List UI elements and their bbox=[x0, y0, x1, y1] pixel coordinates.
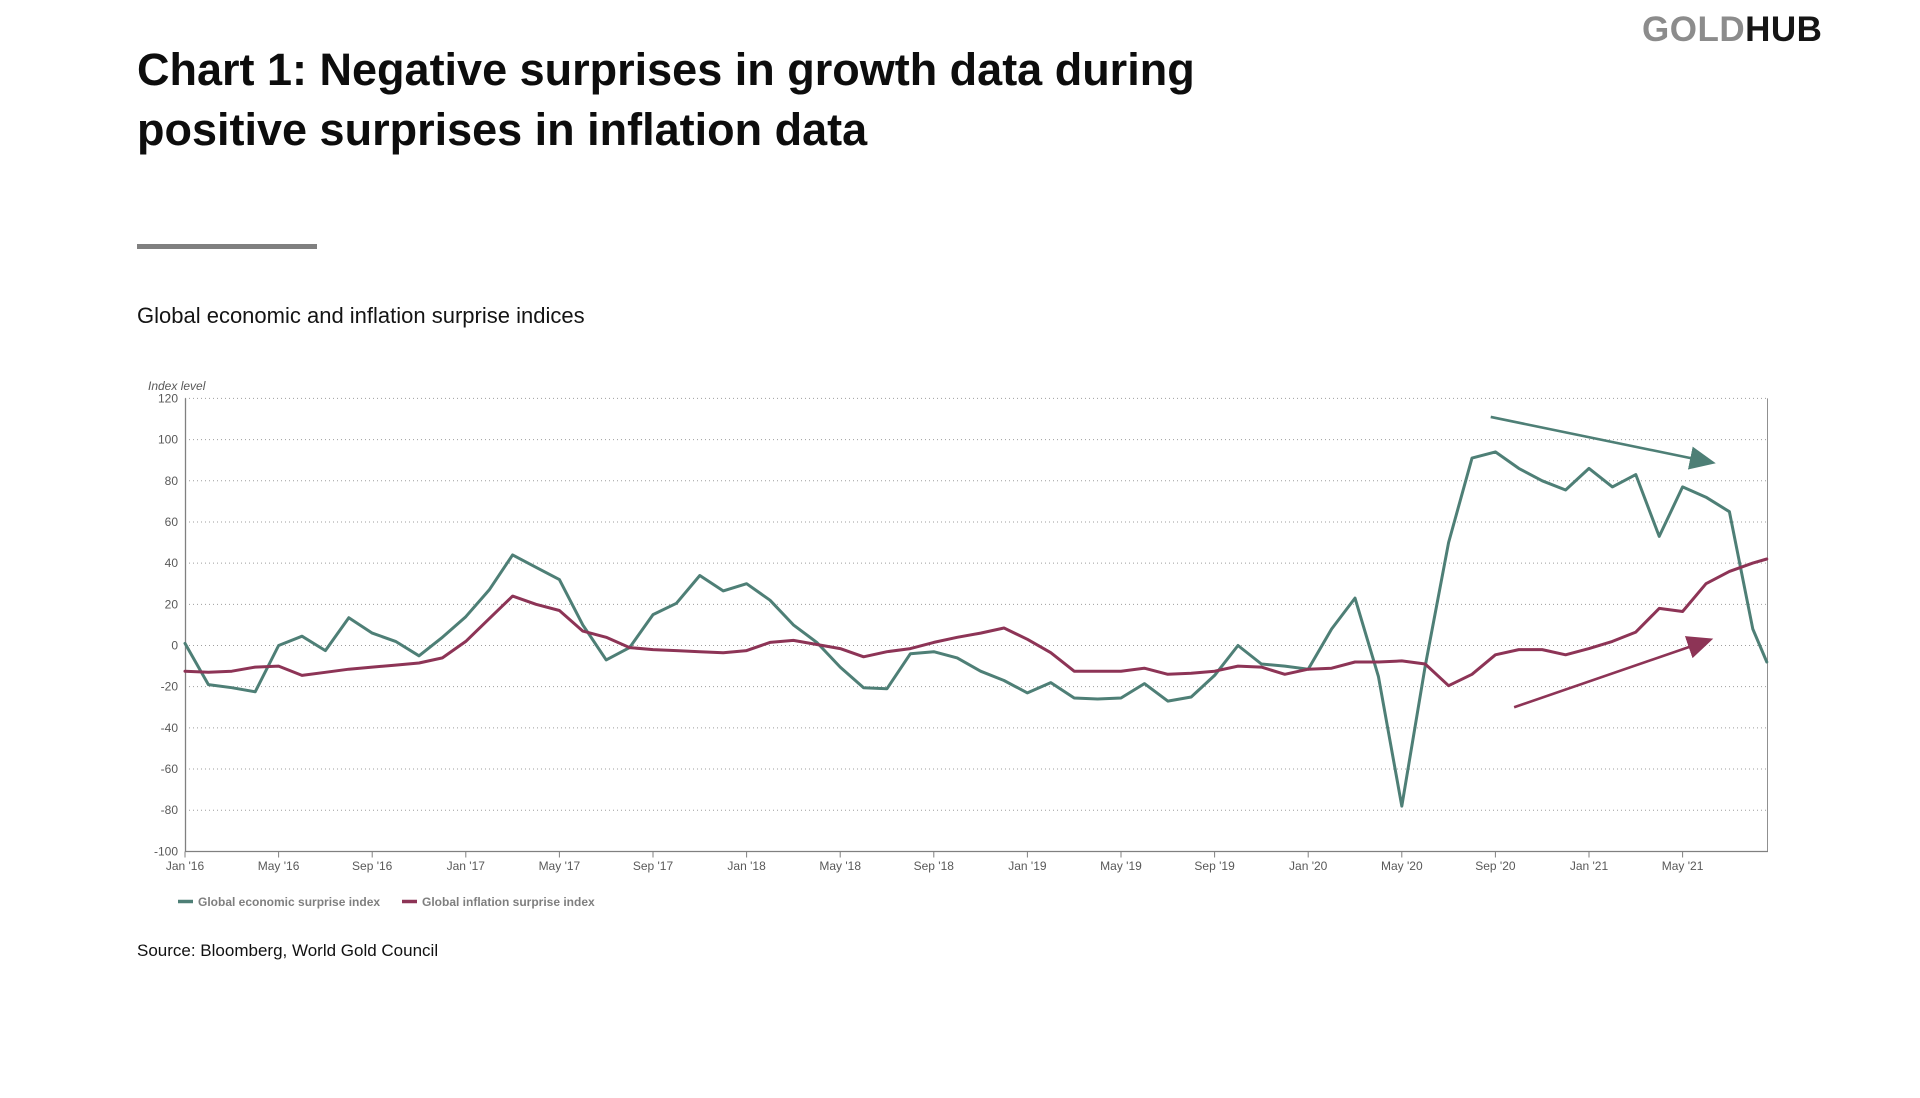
page-title: Chart 1: Negative surprises in growth da… bbox=[137, 44, 1195, 155]
inflation-series-line bbox=[183, 557, 1769, 688]
y-tick-label: -100 bbox=[154, 844, 178, 858]
legend-inflation-item: Global inflation surprise index bbox=[402, 895, 595, 909]
x-tick-label: Sep '17 bbox=[633, 859, 674, 873]
logo-gold: GOLD bbox=[1642, 10, 1746, 49]
y-tick-label: 20 bbox=[165, 597, 179, 611]
x-tick-label: Jan '16 bbox=[166, 859, 205, 873]
y-tick-label: -20 bbox=[161, 680, 179, 694]
x-tick-label: Jan '19 bbox=[1008, 859, 1047, 873]
x-tick-label: Sep '20 bbox=[1475, 859, 1516, 873]
logo-hub: HUB bbox=[1745, 10, 1823, 49]
x-tick-label: Jan '17 bbox=[447, 859, 486, 873]
chart-subtitle: Global economic and inflation surprise i… bbox=[137, 303, 585, 328]
y-tick-labels: 120 100 80 60 40 20 0 -20 -40 -60 -80 -100 bbox=[154, 391, 178, 858]
source-note: Source: Bloomberg, World Gold Council bbox=[137, 941, 439, 960]
y-axis-label: Index level bbox=[148, 379, 206, 393]
x-tick-label: Jan '20 bbox=[1289, 859, 1328, 873]
x-tick-label: May '17 bbox=[539, 859, 581, 873]
y-tick-label: 0 bbox=[171, 639, 178, 653]
x-tick-label: Sep '16 bbox=[352, 859, 393, 873]
y-tick-label: 40 bbox=[165, 556, 179, 570]
x-tick-label: May '21 bbox=[1662, 859, 1704, 873]
x-tick-label: May '18 bbox=[819, 859, 861, 873]
x-tick-labels: Jan '16 May '16 Sep '16 Jan '17 May '17 Sep '… bbox=[166, 851, 1704, 873]
x-tick-label: Jan '18 bbox=[727, 859, 766, 873]
x-tick-label: Jan '21 bbox=[1570, 859, 1609, 873]
goldhub-logo: GOLDHUB bbox=[1642, 10, 1822, 50]
title-divider bbox=[137, 244, 317, 249]
x-tick-label: Sep '19 bbox=[1194, 859, 1235, 873]
economic-trend-arrow bbox=[1490, 415, 1716, 470]
y-tick-label: -40 bbox=[161, 721, 179, 735]
y-tick-label: -80 bbox=[161, 803, 179, 817]
x-tick-label: May '19 bbox=[1100, 859, 1142, 873]
legend: Global economic surprise index Global inf… bbox=[178, 895, 595, 909]
x-tick-label: May '20 bbox=[1381, 859, 1423, 873]
y-tick-label: 60 bbox=[165, 515, 179, 529]
legend-economic-label: Global economic surprise index bbox=[198, 895, 380, 909]
y-tick-label: 80 bbox=[165, 474, 179, 488]
y-tick-label: 120 bbox=[158, 391, 178, 405]
surprise-indices-chart: 120 100 80 60 40 20 0 -20 -40 -60 -80 -100 Index lev… bbox=[148, 379, 1769, 909]
gridlines bbox=[185, 397, 1768, 811]
y-tick-label: 100 bbox=[158, 433, 178, 447]
legend-economic-item: Global economic surprise index bbox=[178, 895, 380, 909]
x-tick-label: Sep '18 bbox=[914, 859, 955, 873]
x-tick-label: May '16 bbox=[258, 859, 300, 873]
inflation-trend-arrow bbox=[1513, 636, 1714, 709]
legend-inflation-label: Global inflation surprise index bbox=[422, 895, 595, 909]
y-tick-label: -60 bbox=[161, 762, 179, 776]
economic-series-line bbox=[183, 450, 1769, 808]
